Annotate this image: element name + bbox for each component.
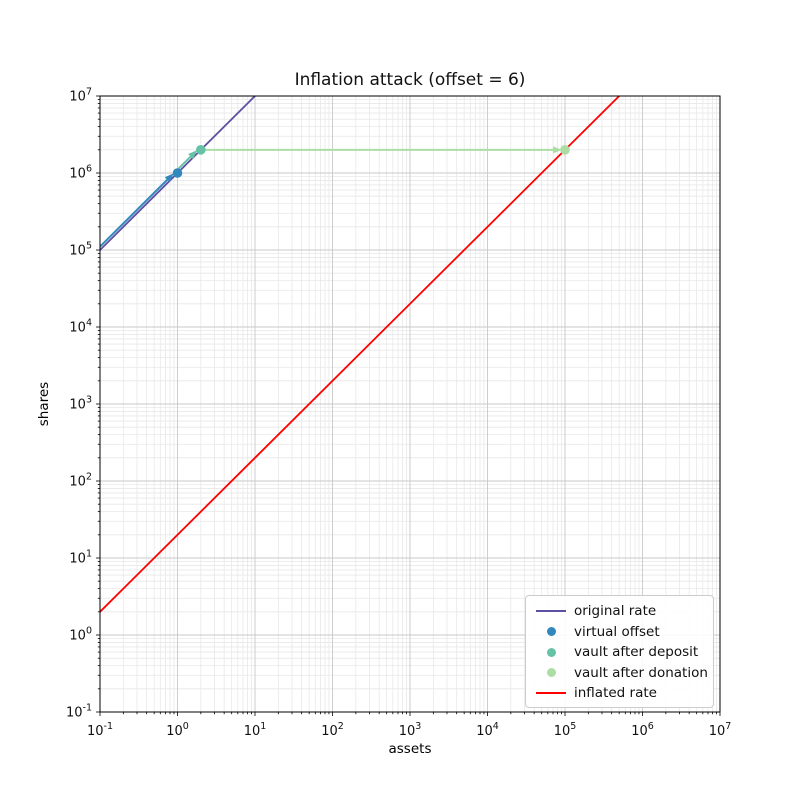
arrow-2 (200, 146, 562, 154)
legend-label: inflated rate (574, 685, 657, 702)
dot-swatch-icon (546, 627, 556, 637)
y-axis-label: shares (36, 381, 52, 427)
x-tick-label: 103 (399, 721, 422, 739)
y-tick-label: 106 (69, 164, 92, 182)
legend-entry: inflated rate (526, 683, 713, 704)
legend-entry: virtual offset (526, 622, 713, 643)
point-virtual-offset (172, 168, 183, 178)
legend-label: vault after donation (574, 664, 708, 681)
x-tick-label: 107 (709, 721, 732, 739)
y-tick-label: 107 (69, 87, 92, 105)
arrow-0 (100, 173, 174, 249)
plot-frame (99, 95, 721, 713)
legend-line-swatch (535, 692, 567, 695)
x-tick-label: 106 (631, 721, 654, 739)
x-axis-label: assets (388, 741, 432, 757)
x-tick-label: 102 (321, 721, 344, 739)
line-swatch-icon (536, 610, 566, 613)
legend-dot-swatch (535, 627, 567, 637)
legend-label: original rate (574, 603, 657, 620)
legend-label: vault after deposit (574, 644, 699, 661)
y-tick-label: 102 (69, 472, 92, 490)
x-tick-label: 10-1 (87, 721, 113, 739)
point-vault-after-donation (560, 145, 570, 155)
line-swatch-icon (536, 692, 566, 695)
y-tick-label: 101 (69, 549, 92, 567)
dot-swatch-icon (546, 647, 556, 657)
y-tick-label: 104 (69, 318, 92, 336)
legend-dot-swatch (535, 647, 567, 657)
y-tick-label: 100 (69, 626, 92, 644)
y-tick-label: 10-1 (66, 703, 92, 721)
y-tick-label: 103 (69, 395, 92, 413)
x-tick-label: 100 (166, 721, 189, 739)
dot-swatch-icon (546, 668, 556, 678)
legend-entry: vault after donation (526, 663, 713, 684)
series-group (100, 96, 620, 613)
arrow-1 (175, 150, 198, 173)
y-tick-label: 105 (69, 241, 92, 259)
chart-title: Inflation attack (offset = 6) (294, 70, 526, 90)
legend-entry: original rate (526, 601, 713, 622)
legend-entry: vault after deposit (526, 642, 713, 663)
legend-label: virtual offset (574, 623, 660, 640)
x-tick-label: 105 (554, 721, 577, 739)
line-inflated-rate (100, 96, 620, 613)
x-tick-label: 101 (244, 721, 267, 739)
point-vault-after-deposit (196, 145, 206, 155)
x-tick-label: 104 (476, 721, 499, 739)
legend: original rate virtual offset vault after d… (525, 595, 714, 708)
legend-line-swatch (535, 610, 567, 613)
legend-dot-swatch (535, 668, 567, 678)
